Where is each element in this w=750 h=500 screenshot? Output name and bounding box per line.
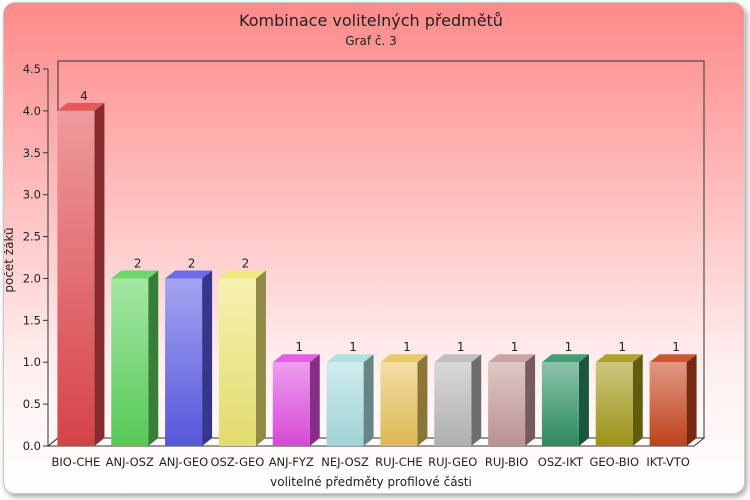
y-tick-label: 2.5: [23, 230, 41, 244]
y-axis: 0.0 0.5 1.0 1.5 2.0 2.5 3.0 3.5 4.0 4.5: [23, 62, 49, 453]
bar-top: [326, 354, 374, 363]
x-tick-label: RUJ-BIO: [485, 455, 528, 469]
bar-value-label: 2: [134, 256, 142, 270]
bar-top: [57, 102, 105, 111]
bar-front: [111, 278, 149, 446]
bar-top: [380, 354, 428, 363]
bar-value-label: 1: [511, 340, 519, 354]
bar-value-label: 1: [565, 340, 573, 354]
plot-area: [46, 60, 706, 447]
bar-side: [148, 270, 159, 446]
bar-value-label: 1: [618, 340, 626, 354]
bar-side: [309, 354, 320, 446]
chart-title: Kombinace volitelných předmětů: [239, 11, 503, 30]
bar-side: [525, 354, 536, 446]
bar-ruj-geo: 1: [434, 340, 482, 446]
bar-side: [255, 270, 266, 446]
x-tick-label: BIO-CHE: [52, 455, 101, 469]
bar-chart: Kombinace volitelných předmětů Graf č. 3…: [4, 11, 706, 489]
bar-top: [541, 354, 589, 363]
x-tick-label: ANJ-FYZ: [269, 455, 314, 469]
bar-top: [488, 354, 536, 363]
bar-ruj-che: 1: [380, 340, 428, 446]
bar-value-label: 4: [80, 89, 88, 103]
bar-front: [218, 278, 256, 446]
x-tick-label: RUJ-GEO: [428, 455, 477, 469]
x-tick-label: GEO-BIO: [589, 455, 639, 469]
x-tick-label: ANJ-OSZ: [106, 455, 154, 469]
bar-front: [434, 362, 472, 446]
bar-side: [632, 354, 643, 446]
bar-front: [595, 362, 633, 446]
y-tick-label: 0.0: [23, 439, 41, 453]
bar-geo-bio: 1: [595, 340, 643, 446]
bar-value-label: 1: [457, 340, 465, 354]
bar-side: [94, 102, 105, 446]
bar-top: [218, 270, 266, 279]
bar-bio-che: 4: [57, 89, 105, 446]
x-tick-label: OSZ-GEO: [211, 455, 265, 469]
chart-panel: Kombinace volitelných předmětů Graf č. 3…: [3, 2, 745, 494]
bar-front: [326, 362, 364, 446]
bar-nej-osz: 1: [326, 340, 374, 446]
bar-value-label: 1: [349, 340, 357, 354]
x-tick-label: NEJ-OSZ: [321, 455, 369, 469]
bar-front: [649, 362, 687, 446]
bar-front: [541, 362, 579, 446]
chart-subtitle: Graf č. 3: [345, 34, 397, 48]
bar-anj-geo: 2: [165, 256, 213, 446]
bar-osz-ikt: 1: [541, 340, 589, 446]
bar-front: [488, 362, 526, 446]
bar-side: [202, 270, 213, 446]
y-axis-title: počet žáků: [4, 227, 16, 292]
y-tick-label: 3.5: [23, 146, 41, 160]
bar-top: [649, 354, 697, 363]
bar-front: [57, 110, 95, 446]
x-axis-title: volitelné předměty profilové části: [270, 475, 472, 489]
y-tick-label: 1.0: [23, 355, 41, 369]
bar-side: [471, 354, 482, 446]
bars: 4 2 2 2 1 1 1 1 1 1 1 1: [57, 89, 697, 446]
y-tick-label: 4.5: [23, 62, 41, 76]
bar-top: [165, 270, 213, 279]
bar-osz-geo: 2: [218, 256, 266, 446]
plot-floor: [46, 437, 706, 447]
bar-anj-osz: 2: [111, 256, 159, 446]
bar-ruj-bio: 1: [488, 340, 536, 446]
x-tick-label: RUJ-CHE: [375, 455, 422, 469]
bar-top: [272, 354, 320, 363]
y-tick-label: 2.0: [23, 271, 41, 285]
x-tick-label: IKT-VTO: [646, 455, 689, 469]
bar-side: [578, 354, 589, 446]
y-tick-label: 0.5: [23, 397, 41, 411]
bar-side: [417, 354, 428, 446]
bar-top: [111, 270, 159, 279]
y-tick-label: 3.0: [23, 188, 41, 202]
bar-side: [686, 354, 697, 446]
bar-anj-fyz: 1: [272, 340, 320, 446]
y-tick-label: 4.0: [23, 104, 41, 118]
bar-front: [272, 362, 310, 446]
bar-front: [165, 278, 203, 446]
bar-value-label: 1: [403, 340, 411, 354]
x-tick-label: ANJ-GEO: [159, 455, 208, 469]
bar-side: [363, 354, 374, 446]
x-axis: BIO-CHE ANJ-OSZ ANJ-GEO OSZ-GEO ANJ-FYZ NEJ-O…: [52, 455, 690, 469]
bar-top: [434, 354, 482, 363]
bar-top: [595, 354, 643, 363]
bar-value-label: 1: [672, 340, 680, 354]
bar-value-label: 2: [188, 256, 196, 270]
x-tick-label: OSZ-IKT: [538, 455, 584, 469]
y-tick-label: 1.5: [23, 313, 41, 327]
bar-ikt-vto: 1: [649, 340, 697, 446]
bar-value-label: 1: [295, 340, 303, 354]
bar-front: [380, 362, 418, 446]
bar-value-label: 2: [242, 256, 250, 270]
